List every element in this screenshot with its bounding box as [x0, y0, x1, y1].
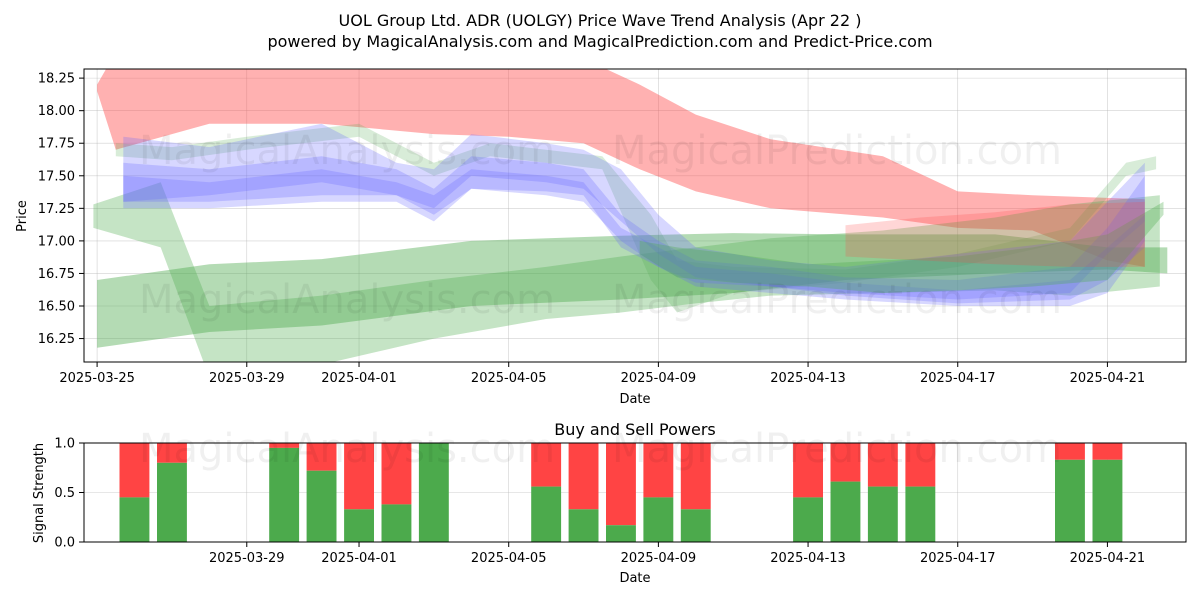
sell-bar: [680, 443, 711, 510]
price-chart-ytick-label: 18.00: [38, 104, 75, 119]
sell-bar: [793, 443, 823, 498]
price-chart-ytick-label: 17.50: [38, 169, 75, 184]
sell-bar: [157, 443, 187, 463]
buy-bar: [119, 497, 150, 542]
price-chart-frame: [83, 68, 1187, 363]
buy-bar: [269, 447, 300, 542]
powers-chart-bars: [119, 443, 1123, 542]
price-chart-xtick-label: 2025-04-05: [471, 371, 547, 386]
buy-bar: [418, 443, 449, 542]
buy-bar: [1055, 459, 1085, 542]
band-green-band-1: [97, 233, 1168, 348]
price-chart-ylabel: Price: [15, 200, 30, 232]
band-green-band-4: [639, 201, 1164, 293]
powers-chart-xtick-label: 2025-03-29: [209, 551, 285, 566]
band-red-trend: [97, 69, 1145, 267]
buy-bar: [1092, 459, 1123, 542]
sell-bar: [531, 443, 562, 487]
price-chart-ytick-label: 18.25: [38, 72, 75, 87]
buy-bar: [830, 481, 861, 542]
price-chart-ytick-label: 17.75: [38, 137, 75, 152]
sell-bar: [568, 443, 599, 510]
price-chart-bands: [93, 69, 1168, 362]
buy-bar: [606, 525, 636, 542]
watermark-magicalanalysis-bottom: MagicalAnalysis.com: [139, 426, 555, 472]
price-chart-ytick-label: 17.25: [38, 202, 75, 217]
buy-bar: [680, 509, 711, 542]
band-red-overlay: [845, 201, 1145, 267]
price-chart-xtick-label: 2025-04-09: [621, 371, 697, 386]
price-chart-grid: [84, 69, 1186, 362]
sell-bar: [905, 443, 936, 487]
sell-bar: [867, 443, 898, 487]
watermark-magicalprediction-top: MagicalPrediction.com: [612, 128, 1062, 174]
buy-bar: [568, 509, 599, 542]
powers-chart-ytick-label: 1.0: [54, 437, 75, 452]
sell-bar: [119, 443, 150, 498]
price-chart-watermarks: MagicalAnalysis.com MagicalPrediction.co…: [139, 128, 1062, 323]
price-chart-xtick-label: 2025-04-17: [920, 371, 996, 386]
watermark-magicalprediction-mid: MagicalPrediction.com: [612, 277, 1062, 323]
band-green-band-2: [93, 182, 1160, 362]
sell-bar: [381, 443, 412, 505]
buy-bar: [905, 486, 936, 542]
price-chart-ytick-label: 16.50: [38, 300, 75, 315]
buy-bar: [531, 486, 562, 542]
sell-bar: [1092, 443, 1123, 460]
chart-title-line2: powered by MagicalAnalysis.com and Magic…: [267, 32, 932, 51]
price-chart-axes: 2025-03-25 2025-03-29 2025-04-01 2025-04-05…: [38, 72, 1145, 386]
sell-bar: [306, 443, 337, 471]
watermark-magicalanalysis-mid: MagicalAnalysis.com: [139, 277, 555, 323]
sell-bar: [344, 443, 374, 510]
band-blue-band-3: [123, 169, 1145, 304]
powers-chart-xtick-label: 2025-04-13: [770, 551, 846, 566]
sell-bar: [643, 443, 674, 498]
powers-chart-xtick-label: 2025-04-09: [621, 551, 697, 566]
powers-chart-xtick-label: 2025-04-01: [321, 551, 397, 566]
powers-chart-ytick-label: 0.0: [54, 536, 75, 551]
buy-bar: [793, 497, 823, 542]
powers-chart-axes: 2025-03-29 2025-04-01 2025-04-05 2025-04-09…: [54, 437, 1145, 567]
band-green-band-3: [115, 123, 1157, 313]
powers-chart-watermarks: MagicalAnalysis.com MagicalPrediction.co…: [139, 426, 1062, 472]
buy-bar: [306, 470, 337, 542]
sell-bar: [606, 443, 636, 526]
band-blue-band-1: [123, 123, 1145, 300]
sell-bar: [1055, 443, 1085, 460]
buy-bar: [643, 497, 674, 542]
price-chart-ytick-label: 16.25: [38, 332, 75, 347]
price-chart-xtick-label: 2025-04-13: [770, 371, 846, 386]
band-blue-band-2: [123, 156, 1145, 306]
buy-bar: [344, 509, 374, 542]
powers-chart-xtick-label: 2025-04-05: [471, 551, 547, 566]
price-chart-xlabel: Date: [619, 392, 650, 407]
price-chart-xtick-label: 2025-04-21: [1070, 371, 1146, 386]
powers-chart-title: Buy and Sell Powers: [554, 420, 716, 439]
sell-bar: [830, 443, 861, 482]
chart-title-line1: UOL Group Ltd. ADR (UOLGY) Price Wave Tr…: [339, 11, 862, 30]
price-chart-xtick-label: 2025-03-25: [59, 371, 135, 386]
sell-bar: [269, 443, 300, 448]
powers-chart-ytick-label: 0.5: [54, 486, 75, 501]
watermark-magicalprediction-bottom: MagicalPrediction.com: [612, 426, 1062, 472]
price-chart-ytick-label: 17.00: [38, 234, 75, 249]
powers-chart-xtick-label: 2025-04-21: [1070, 551, 1146, 566]
watermark-magicalanalysis-top: MagicalAnalysis.com: [139, 128, 555, 174]
powers-chart-ylabel: Signal Strength: [32, 443, 47, 543]
price-chart-xtick-label: 2025-04-01: [321, 371, 397, 386]
price-chart-ytick-label: 16.75: [38, 267, 75, 282]
price-chart-xtick-label: 2025-03-29: [209, 371, 285, 386]
buy-bar: [867, 486, 898, 542]
powers-chart-xtick-label: 2025-04-17: [920, 551, 996, 566]
buy-bar: [381, 504, 412, 542]
buy-bar: [157, 462, 187, 542]
powers-chart-xlabel: Date: [619, 571, 650, 586]
